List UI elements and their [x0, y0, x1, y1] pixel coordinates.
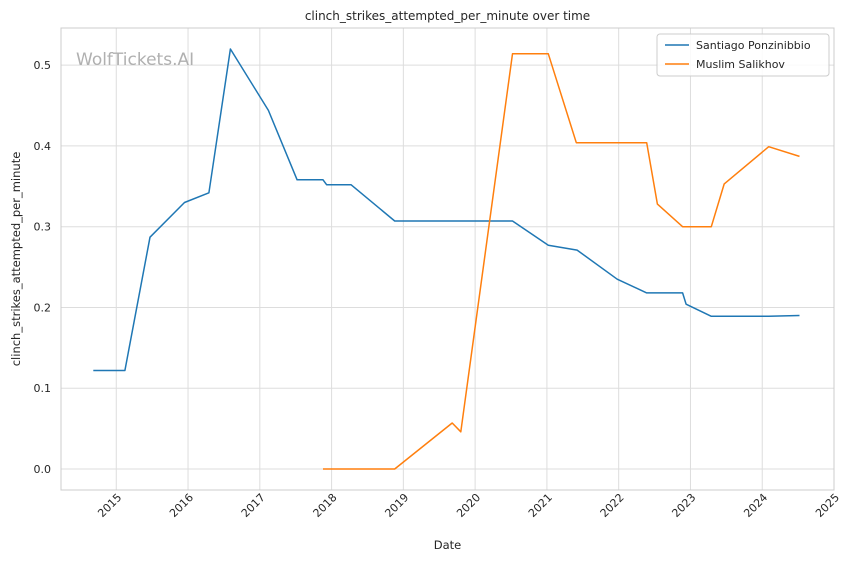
legend-box — [656, 33, 830, 77]
plot-frame — [60, 27, 835, 491]
legend: Santiago Ponzinibbio Muslim Salikhov — [656, 33, 830, 77]
watermark: WolfTickets.AI — [76, 50, 194, 70]
series-layer — [93, 48, 800, 470]
y-tick-label: 0.5 — [34, 59, 52, 72]
legend-label-1: Santiago Ponzinibbio — [696, 39, 811, 52]
y-axis-label: clinch_strikes_attempted_per_minute — [9, 152, 23, 367]
y-tick-label: 0.1 — [34, 382, 52, 395]
y-axis-ticks: 0.0 0.1 0.2 0.3 0.4 0.5 — [34, 59, 52, 476]
y-tick-label: 0.3 — [34, 221, 52, 234]
y-tick-label: 0.2 — [34, 301, 52, 314]
y-tick-label: 0.0 — [34, 463, 52, 476]
y-tick-label: 0.4 — [34, 140, 52, 153]
series-line-2 — [323, 53, 800, 470]
legend-label-2: Muslim Salikhov — [696, 58, 785, 71]
x-axis-label: Date — [434, 538, 462, 552]
chart-title: clinch_strikes_attempted_per_minute over… — [305, 9, 590, 23]
series-line-1 — [93, 48, 800, 372]
